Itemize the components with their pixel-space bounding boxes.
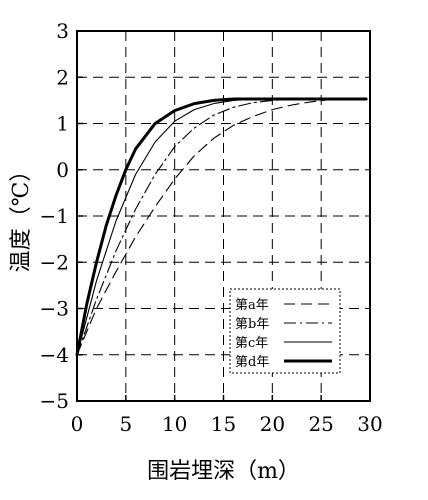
tick-labels: 0 5 10 15 20 25 30 −5 −4 −3 −2 −1 0 1 2 3 <box>40 19 383 436</box>
y-tick-label: 3 <box>56 19 69 43</box>
x-tick-label: 10 <box>162 412 187 436</box>
x-tick-label: 30 <box>357 412 382 436</box>
y-tick-label: 0 <box>56 158 69 182</box>
y-tick-label: 2 <box>56 65 69 89</box>
y-tick-label: −4 <box>40 343 69 367</box>
x-tick-label: 25 <box>308 412 333 436</box>
y-tick-label: −1 <box>40 204 69 228</box>
x-tick-label: 15 <box>211 412 236 436</box>
legend-label: 第c年 <box>235 336 268 351</box>
legend-label: 第d年 <box>235 355 269 370</box>
legend-label: 第a年 <box>235 298 269 313</box>
x-axis-label: 围岩埋深（m） <box>147 459 300 484</box>
y-tick-label: −2 <box>40 250 69 274</box>
y-tick-label: −5 <box>40 389 69 413</box>
y-tick-label: 1 <box>56 112 69 136</box>
x-tick-label: 20 <box>260 412 285 436</box>
x-tick-label: 5 <box>119 412 132 436</box>
y-axis-label: 温度（℃） <box>9 160 34 273</box>
series-line <box>75 97 368 357</box>
series-lines <box>75 97 368 357</box>
x-tick-label: 0 <box>71 412 84 436</box>
legend-label: 第b年 <box>235 317 269 332</box>
legend-box <box>229 288 341 374</box>
series-line <box>76 98 367 356</box>
y-tick-label: −3 <box>40 297 69 321</box>
